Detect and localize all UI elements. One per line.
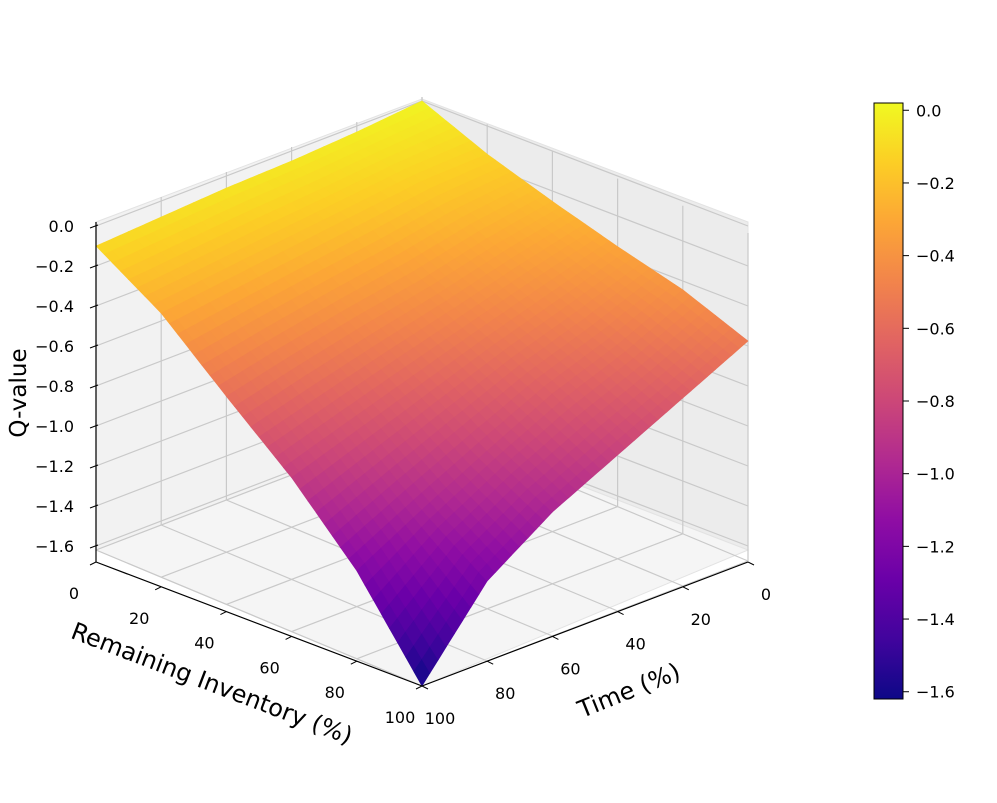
surface-patch — [731, 334, 749, 349]
time-axis-line — [421, 561, 749, 687]
inventory-tick-mark — [285, 635, 292, 640]
inventory-tick-mark — [220, 611, 227, 616]
time-tick-mark — [552, 635, 559, 640]
time-tick-mark — [747, 561, 755, 566]
inventory-tick-label: 20 — [129, 609, 149, 628]
z-tick-label: −1.6 — [35, 537, 74, 556]
colorbar-gradient — [873, 102, 904, 700]
z-tick-mark — [89, 304, 99, 309]
colorbar-tick-label: −0.2 — [916, 174, 955, 193]
inventory-axis-ticks: 0 20 40 60 80 100 — [69, 561, 423, 727]
inventory-tick-label: 60 — [259, 658, 279, 677]
time-tick-label: 80 — [495, 684, 515, 703]
z-tick-label: −0.4 — [35, 297, 74, 316]
z-tick-label: 0.0 — [49, 217, 74, 236]
z-tick-label: −0.6 — [35, 337, 74, 356]
time-tick-label: 20 — [691, 610, 711, 629]
time-tick-label: 40 — [625, 635, 645, 654]
inventory-tick-mark — [350, 660, 358, 665]
z-tick-label: −0.2 — [35, 257, 74, 276]
time-tick-label: 0 — [761, 585, 771, 604]
time-tick-mark — [486, 660, 494, 665]
z-tick-mark — [89, 424, 99, 429]
inventory-tick-label: 0 — [69, 584, 79, 603]
z-tick-mark — [89, 544, 99, 549]
z-tick-mark — [89, 504, 99, 509]
surface-mesh — [95, 100, 749, 687]
z-tick-mark — [89, 464, 99, 469]
colorbar-tick-label: −1.4 — [916, 610, 955, 629]
inventory-tick-label: 40 — [194, 634, 214, 653]
time-tick-label: 60 — [560, 659, 580, 678]
colorbar-tick-label: −1.6 — [916, 683, 955, 702]
z-tick-label: −1.2 — [35, 457, 74, 476]
colorbar-ticks: 0.0 −0.2 −0.4 −0.6 −0.8 −1.0 −1.2 −1.4 −1.6 — [903, 101, 955, 702]
inventory-tick-label: 100 — [385, 708, 416, 727]
z-tick-mark — [89, 344, 99, 349]
z-tick-label: −0.8 — [35, 377, 74, 396]
colorbar-tick-label: −0.4 — [916, 247, 955, 266]
time-floor-gridline — [95, 549, 423, 687]
inventory-tick-mark — [154, 586, 162, 591]
colorbar-tick-label: −0.8 — [916, 392, 955, 411]
z-tick-label: −1.0 — [35, 417, 74, 436]
colorbar: 0.0 −0.2 −0.4 −0.6 −0.8 −1.0 −1.2 −1.4 −1.6 — [873, 101, 955, 702]
time-tick-mark — [421, 685, 429, 690]
z-tick-mark — [89, 224, 99, 229]
inventory-tick-mark — [415, 685, 423, 690]
time-axis-title: Time (%) — [573, 657, 684, 724]
z-tick-mark — [89, 264, 99, 269]
inventory-axis-line — [95, 561, 423, 687]
inventory-tick-label: 80 — [325, 683, 345, 702]
colorbar-tick-label: −0.6 — [916, 319, 955, 338]
colorbar-tick-label: 0.0 — [916, 101, 941, 120]
time-tick-mark — [682, 586, 690, 591]
z-tick-mark — [89, 384, 99, 389]
time-tick-label: 100 — [425, 709, 456, 728]
time-tick-mark — [617, 611, 624, 616]
inventory-tick-mark — [89, 561, 97, 566]
colorbar-tick-label: −1.0 — [916, 465, 955, 484]
z-axis-title: Q-value — [6, 348, 32, 437]
colorbar-tick-label: −1.2 — [916, 537, 955, 556]
time-axis-ticks: 0 20 40 60 80 100 — [421, 561, 771, 728]
z-axis-ticks: 0.0 −0.2 −0.4 −0.6 −0.8 −1.0 −1.2 −1.4 −1.6 — [35, 217, 99, 556]
z-tick-label: −1.4 — [35, 497, 74, 516]
